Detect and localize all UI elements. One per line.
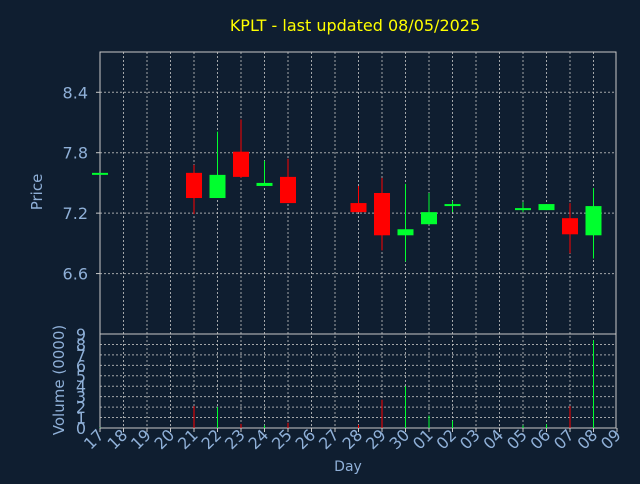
candle <box>421 193 437 225</box>
candle-body <box>186 172 202 199</box>
candle-body <box>374 193 390 236</box>
candle-body <box>209 174 226 199</box>
candle <box>538 204 555 211</box>
volume-tick-label: 9 <box>76 325 86 344</box>
candle-body <box>233 151 249 177</box>
volume-tick-label: 0 <box>76 419 86 438</box>
candle-body <box>421 212 437 225</box>
x-tick-label: 09 <box>597 425 625 453</box>
candle-body <box>538 204 555 211</box>
candle <box>186 164 202 215</box>
candle <box>515 202 531 213</box>
volume-tick-label: 1 <box>76 409 86 428</box>
candle <box>92 172 108 175</box>
candle <box>397 183 414 262</box>
candle-body <box>515 208 531 211</box>
candle <box>280 158 296 204</box>
candle <box>585 187 602 259</box>
candle-body <box>562 218 578 235</box>
candle <box>444 201 461 213</box>
volume-tick-label: 2 <box>76 398 86 417</box>
candle <box>209 131 226 199</box>
candle-body <box>397 229 414 236</box>
volume-tick-label: 4 <box>76 377 86 396</box>
volume-axis-label: Volume (0000) <box>50 325 68 435</box>
candle <box>350 185 367 213</box>
candle-body <box>585 206 602 236</box>
price-tick-label: 8.4 <box>63 83 88 102</box>
candle-body <box>256 182 273 186</box>
candle-body <box>350 203 367 213</box>
candle-body <box>280 176 296 204</box>
volume-tick-label: 7 <box>76 346 86 365</box>
price-tick-label: 7.8 <box>63 144 88 163</box>
candle <box>256 160 273 186</box>
candle-body <box>92 172 108 175</box>
chart-title: KPLT - last updated 08/05/2025 <box>230 16 480 35</box>
price-tick-label: 7.2 <box>63 204 88 223</box>
volume-tick-label: 3 <box>76 388 86 407</box>
price-tick-label: 6.6 <box>63 265 88 284</box>
volume-tick-label: 8 <box>76 335 86 354</box>
volume-tick-label: 5 <box>76 367 86 386</box>
price-axis-label: Price <box>28 174 46 211</box>
candle <box>374 177 390 251</box>
candle <box>233 119 249 178</box>
candle-body <box>444 204 461 207</box>
candle <box>562 203 578 254</box>
x-axis-label: Day <box>334 459 362 475</box>
volume-tick-label: 6 <box>76 356 86 375</box>
